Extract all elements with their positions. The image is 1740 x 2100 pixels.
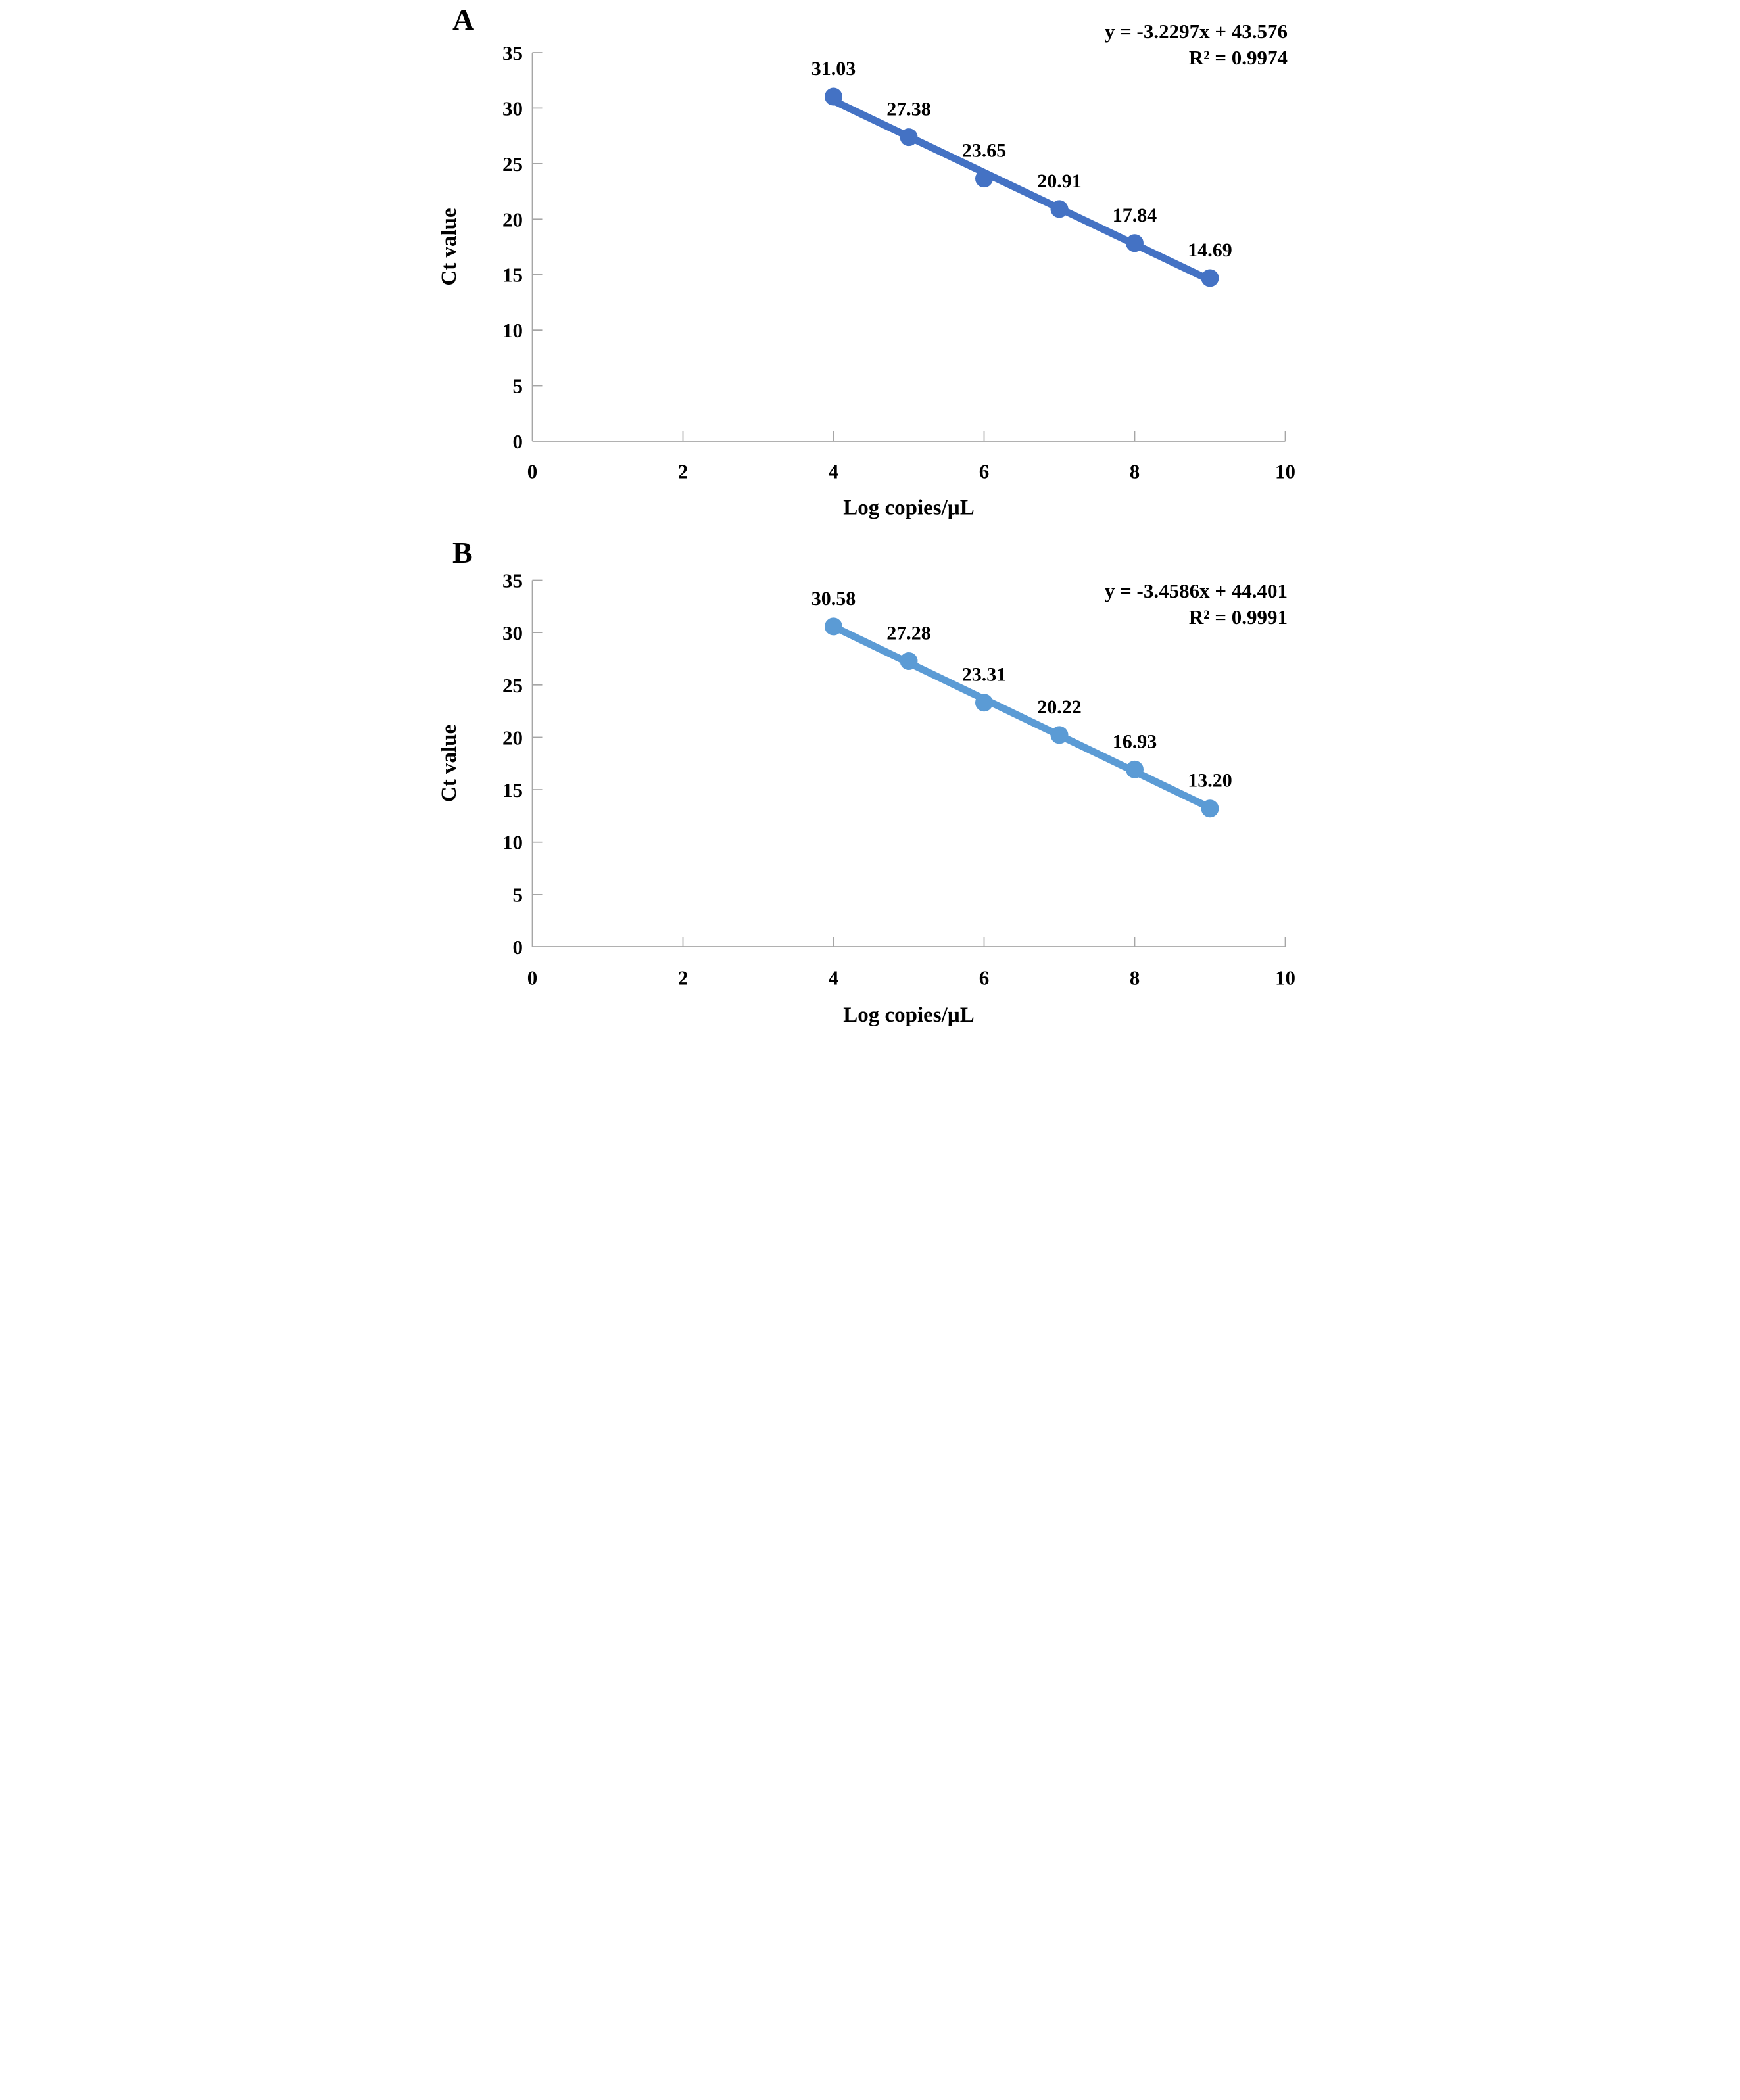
panel-b-y-tick-label: 35 xyxy=(502,569,523,592)
panel-a-data-point xyxy=(900,128,917,147)
panel-a-x-tick-label: 0 xyxy=(527,460,537,483)
panel-b-x-tick-label: 2 xyxy=(677,966,688,990)
panel-a-data-point xyxy=(1050,200,1068,218)
panel-a-data-point xyxy=(824,87,842,106)
panel-b-y-tick-label: 20 xyxy=(502,726,523,749)
panel-a-x-axis-title: Log copies/µL xyxy=(843,496,975,520)
figure-canvas: A y = -3.2297x + 43.576 R² = 0.9974 Log … xyxy=(437,3,1295,1027)
panel-b-data-point xyxy=(975,694,993,712)
panel-b-data-point xyxy=(824,617,842,636)
panel-a-equation: y = -3.2297x + 43.576 xyxy=(1104,20,1287,43)
panel-b-y-tick-label: 15 xyxy=(502,778,523,801)
panel-b-data-label: 27.28 xyxy=(886,622,931,644)
panel-a-y-tick-label: 20 xyxy=(502,208,523,231)
panel-a-y-tick-label: 0 xyxy=(512,430,523,453)
panel-a-x-tick-label: 2 xyxy=(677,460,688,483)
panel-b-data-label: 13.20 xyxy=(1188,770,1232,792)
panel-b-x-tick-label: 10 xyxy=(1275,966,1295,990)
panel-a-data-point xyxy=(1201,269,1219,287)
panel-a-x-tick-label: 10 xyxy=(1275,460,1295,483)
panel-b-y-tick-label: 5 xyxy=(512,883,523,906)
panel-a-data-label: 23.65 xyxy=(961,140,1006,162)
calibration-curves-figure: A y = -3.2297x + 43.576 R² = 0.9974 Log … xyxy=(435,0,1305,1050)
panel-b-y-tick-label: 30 xyxy=(502,621,523,644)
panel-b-data-point xyxy=(900,652,917,670)
panel-b-equation: y = -3.4586x + 44.401 xyxy=(1104,579,1287,602)
panel-b-letter: B xyxy=(452,536,473,569)
panel-b-y-axis-title: Ct value xyxy=(437,725,461,802)
panel-a-data-label: 14.69 xyxy=(1188,239,1232,261)
panel-b-x-tick-label: 6 xyxy=(979,966,989,990)
panel-a-x-tick-label: 8 xyxy=(1129,460,1140,483)
panel-b-data-point xyxy=(1050,726,1068,744)
panel-a-r-squared: R² = 0.9974 xyxy=(1188,46,1287,69)
panel-a-data-point xyxy=(1125,234,1144,252)
panel-a-letter: A xyxy=(452,3,474,36)
panel-b-data-label: 23.31 xyxy=(961,664,1006,686)
panel-b-plot: 0 2 4 6 8 10 0 5 10 15 20 25 30 35 30.58 27.28 23.31 20.2… xyxy=(502,569,1295,990)
panel-b-data-label: 16.93 xyxy=(1112,730,1157,752)
panel-b-y-tick-label: 25 xyxy=(502,674,523,697)
panel-a-data-label: 17.84 xyxy=(1112,204,1157,226)
panel-b: B y = -3.4586x + 44.401 R² = 0.9991 Log … xyxy=(437,536,1295,1027)
panel-b-x-tick-label: 4 xyxy=(828,966,838,990)
panel-a-data-label: 20.91 xyxy=(1037,170,1082,192)
panel-a-x-tick-label: 4 xyxy=(828,460,838,483)
panel-b-y-tick-label: 0 xyxy=(512,936,523,959)
panel-a-y-tick-label: 30 xyxy=(502,97,523,120)
panel-a-x-tick-label: 6 xyxy=(979,460,989,483)
panel-b-r-squared: R² = 0.9991 xyxy=(1188,606,1287,629)
panel-b-x-tick-label: 0 xyxy=(527,966,537,990)
panel-a-y-axis-title: Ct value xyxy=(437,208,461,285)
panel-a-data-point xyxy=(975,170,993,188)
panel-a-trendline xyxy=(829,97,1213,284)
panel-b-x-tick-label: 8 xyxy=(1129,966,1140,990)
panel-b-data-point xyxy=(1125,760,1144,778)
panel-a: A y = -3.2297x + 43.576 R² = 0.9974 Log … xyxy=(437,3,1295,520)
panel-a-plot: 0 2 4 6 8 10 0 5 10 15 20 25 30 35 31.03 27.38 23.65 20.9… xyxy=(502,41,1295,483)
panel-b-y-tick-label: 10 xyxy=(502,831,523,854)
panel-b-data-label: 20.22 xyxy=(1037,696,1082,718)
panel-b-x-axis-title: Log copies/µL xyxy=(843,1003,975,1027)
panel-b-data-label: 30.58 xyxy=(811,588,856,609)
panel-a-y-tick-label: 5 xyxy=(512,375,523,398)
panel-b-trendline xyxy=(829,623,1213,812)
panel-a-y-tick-label: 25 xyxy=(502,153,523,176)
panel-b-data-point xyxy=(1201,799,1219,818)
panel-a-y-tick-label: 15 xyxy=(502,264,523,287)
panel-a-data-label: 31.03 xyxy=(811,58,856,80)
panel-a-y-tick-label: 10 xyxy=(502,319,523,342)
panel-a-data-label: 27.38 xyxy=(886,99,931,120)
panel-a-y-tick-label: 35 xyxy=(502,41,523,64)
